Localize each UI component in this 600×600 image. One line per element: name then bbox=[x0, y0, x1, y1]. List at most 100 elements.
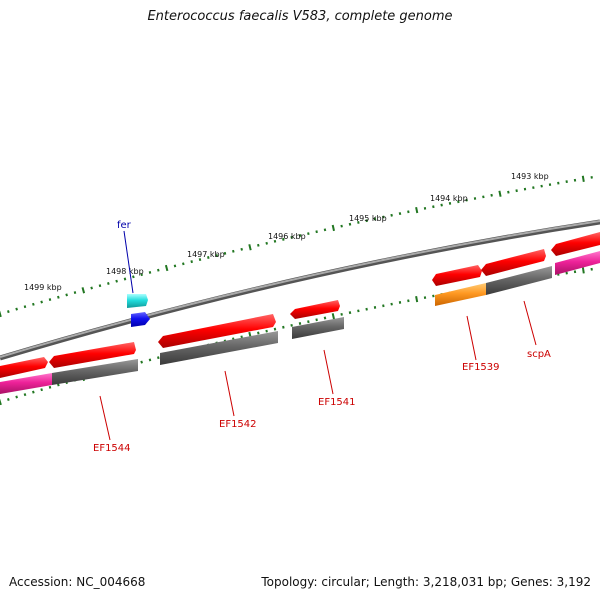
leader-ef1544 bbox=[99, 395, 111, 441]
major-tick bbox=[415, 296, 419, 303]
minor-tick bbox=[40, 388, 43, 392]
scale-label-1496: 1496 kbp bbox=[268, 232, 306, 241]
gene-block[interactable] bbox=[52, 359, 138, 385]
minor-tick bbox=[7, 310, 10, 314]
minor-tick bbox=[173, 264, 177, 268]
gene-ef1542[interactable] bbox=[158, 314, 276, 348]
minor-tick bbox=[357, 221, 360, 224]
minor-tick bbox=[98, 284, 102, 288]
genome-backbone-highlight bbox=[0, 220, 600, 358]
major-tick bbox=[248, 244, 252, 251]
minor-tick bbox=[148, 358, 152, 362]
minor-tick bbox=[57, 295, 60, 299]
minor-tick bbox=[15, 307, 18, 311]
minor-tick bbox=[7, 398, 10, 401]
gene-fer[interactable] bbox=[127, 294, 148, 308]
minor-tick bbox=[232, 249, 235, 253]
minor-tick bbox=[290, 323, 293, 327]
minor-tick bbox=[257, 243, 260, 247]
minor-tick bbox=[532, 186, 535, 190]
minor-tick bbox=[140, 360, 143, 364]
gene-scpa[interactable] bbox=[481, 249, 546, 276]
minor-tick bbox=[298, 322, 302, 325]
gene-block[interactable] bbox=[0, 357, 48, 378]
gene-block[interactable] bbox=[292, 317, 344, 339]
gene-block[interactable] bbox=[435, 283, 486, 306]
scale-labels: 1499 kbp 1498 kbp 1497 kbp 1496 kbp 1495… bbox=[24, 172, 549, 292]
gene-block[interactable] bbox=[555, 251, 600, 275]
leader-ef1541 bbox=[323, 349, 334, 395]
map-title: Enterococcus faecalis V583, complete gen… bbox=[147, 9, 453, 24]
label-ef1544[interactable]: EF1544 bbox=[93, 443, 131, 454]
label-leaders bbox=[99, 230, 537, 441]
topology-summary: Topology: circular; Length: 3,218,031 bp… bbox=[261, 575, 591, 589]
gene-block[interactable] bbox=[131, 312, 150, 327]
minor-tick bbox=[65, 293, 68, 297]
minor-tick bbox=[123, 277, 127, 281]
gene-ef1541[interactable] bbox=[290, 300, 340, 319]
outer-scale-ticks bbox=[0, 175, 593, 318]
minor-tick bbox=[265, 329, 268, 333]
minor-tick bbox=[315, 230, 318, 234]
label-scpa[interactable]: scpA bbox=[527, 349, 551, 360]
label-ef1541[interactable]: EF1541 bbox=[318, 397, 356, 408]
minor-tick bbox=[440, 203, 443, 207]
major-tick bbox=[81, 287, 86, 294]
minor-tick bbox=[257, 331, 260, 335]
minor-tick bbox=[32, 390, 35, 394]
minor-tick bbox=[323, 228, 327, 232]
minor-tick bbox=[432, 205, 435, 209]
accession-text: Accession: NC_004668 bbox=[9, 575, 146, 589]
minor-tick bbox=[365, 219, 368, 223]
gene-block[interactable] bbox=[160, 331, 278, 365]
minor-tick bbox=[407, 210, 410, 214]
gene-track bbox=[0, 232, 600, 394]
minor-tick bbox=[148, 270, 152, 274]
minor-tick bbox=[390, 213, 393, 217]
label-fer[interactable]: fer bbox=[117, 220, 132, 231]
genome-backbone bbox=[0, 219, 600, 361]
major-tick bbox=[331, 224, 335, 232]
minor-tick bbox=[132, 275, 135, 279]
minor-tick bbox=[465, 198, 468, 202]
minor-tick bbox=[115, 279, 118, 283]
scale-label-1495: 1495 kbp bbox=[349, 214, 387, 223]
minor-tick bbox=[182, 262, 185, 266]
minor-tick bbox=[223, 251, 227, 255]
minor-tick bbox=[340, 312, 343, 316]
gene-block[interactable] bbox=[0, 373, 52, 394]
gene-ef1544[interactable] bbox=[49, 342, 136, 368]
minor-tick bbox=[398, 212, 402, 216]
label-ef1539[interactable]: EF1539 bbox=[462, 362, 500, 373]
minor-tick bbox=[157, 356, 160, 360]
minor-tick bbox=[373, 217, 377, 221]
minor-tick bbox=[90, 286, 93, 290]
scale-label-1497: 1497 kbp bbox=[187, 250, 225, 259]
minor-tick bbox=[282, 325, 285, 329]
minor-tick bbox=[273, 239, 277, 243]
minor-tick bbox=[348, 222, 352, 226]
major-tick bbox=[331, 313, 335, 320]
gene-ef1539[interactable] bbox=[432, 265, 482, 286]
label-ef1542[interactable]: EF1542 bbox=[219, 419, 257, 430]
gene-labels: fer EF1544 EF1542 EF1541 EF1539 scpA bbox=[93, 220, 551, 454]
minor-tick bbox=[282, 237, 285, 241]
gene-block[interactable] bbox=[486, 266, 552, 295]
minor-tick bbox=[15, 395, 18, 399]
minor-tick bbox=[432, 294, 435, 298]
minor-tick bbox=[207, 256, 210, 259]
minor-tick bbox=[290, 235, 293, 239]
minor-tick bbox=[48, 298, 52, 302]
minor-tick bbox=[240, 247, 243, 251]
minor-tick bbox=[390, 302, 393, 306]
minor-tick bbox=[407, 299, 410, 303]
gene-block[interactable] bbox=[551, 232, 600, 256]
minor-tick bbox=[23, 393, 27, 397]
minor-tick bbox=[323, 316, 327, 320]
minor-tick bbox=[107, 282, 110, 285]
minor-tick bbox=[40, 300, 43, 304]
minor-tick bbox=[365, 307, 368, 311]
major-tick bbox=[498, 190, 502, 197]
